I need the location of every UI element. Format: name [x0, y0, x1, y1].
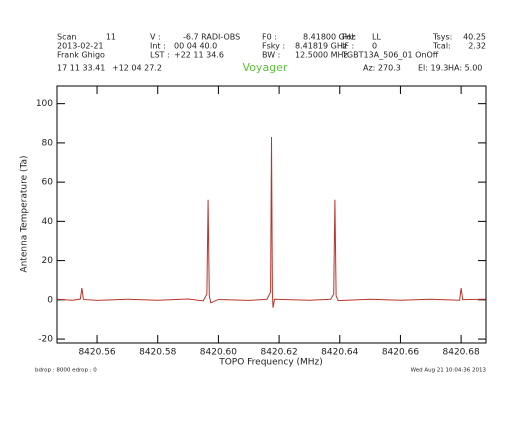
header-text: 17 11 33.41 [57, 64, 105, 73]
header-text: Tsys: [432, 33, 452, 42]
x-tick-label: 8420.62 [260, 348, 297, 358]
y-tick-label: -20 [38, 335, 53, 345]
header-text: Pol: [342, 33, 356, 42]
header-text: +12 04 27.2 [112, 64, 162, 73]
header-text: 0 [372, 42, 377, 51]
header-text: El: 19.3 [418, 64, 448, 73]
header-text: Fsky : [262, 42, 285, 51]
footer-right: Wed Aug 21 10:04:36 2013 [411, 368, 487, 374]
header-text: F0 : [262, 33, 277, 42]
y-tick-label: 20 [42, 256, 54, 266]
x-axis-label: TOPO Frequency (MHz) [218, 358, 323, 368]
header-text: 2013-02-21 [57, 42, 104, 51]
header-text: 8.41819 GHz [295, 42, 347, 51]
y-tick-label: 80 [42, 138, 54, 148]
y-tick-label: 0 [47, 295, 53, 305]
chart-title: Voyager [243, 61, 288, 74]
header-text: Scan [57, 33, 76, 42]
header-text: LST : [150, 51, 170, 60]
header-text: 40.25 [463, 33, 486, 42]
x-tick-label: 8420.68 [443, 348, 480, 358]
header-text: 11 [106, 33, 116, 42]
y-axis-label: Antenna Temperature (Ta) [20, 155, 30, 272]
plot-frame [56, 85, 487, 344]
x-tick-label: 8420.56 [78, 348, 115, 358]
header-text: 8.41800 GHz [303, 33, 355, 42]
header-text: LL [372, 33, 381, 42]
header-text: Tcal: [432, 42, 451, 51]
header-text: IF : [342, 42, 354, 51]
header-text: +22 11 34.6 [174, 51, 224, 60]
y-tick-label: 60 [42, 178, 54, 188]
header-text: V : [150, 33, 161, 42]
header-text: TGBT13A_506_01 OnOff [341, 51, 439, 60]
header-text: Int : [150, 42, 166, 51]
x-tick-label: 8420.60 [200, 348, 237, 358]
header-text: Az: 270.3 [363, 64, 401, 73]
x-tick-label: 8420.66 [382, 348, 419, 358]
y-tick-label: 40 [42, 217, 54, 227]
footer-left: bdrop : 8000 edrop : 0 [35, 368, 97, 374]
y-tick-label: 100 [36, 99, 53, 109]
header-text: 12.5000 MHz [295, 51, 348, 60]
header-text: HA: 5.00 [448, 64, 482, 73]
header-text: BW : [262, 51, 280, 60]
header-text: 00 04 40.0 [174, 42, 217, 51]
header-text: Frank Ghigo [57, 51, 105, 60]
x-tick-label: 8420.64 [321, 348, 358, 358]
spectrum-line [56, 137, 487, 308]
header-text: -6.7 RADI-OBS [183, 33, 240, 42]
x-tick-label: 8420.58 [139, 348, 176, 358]
header-text: 2.32 [468, 42, 486, 51]
